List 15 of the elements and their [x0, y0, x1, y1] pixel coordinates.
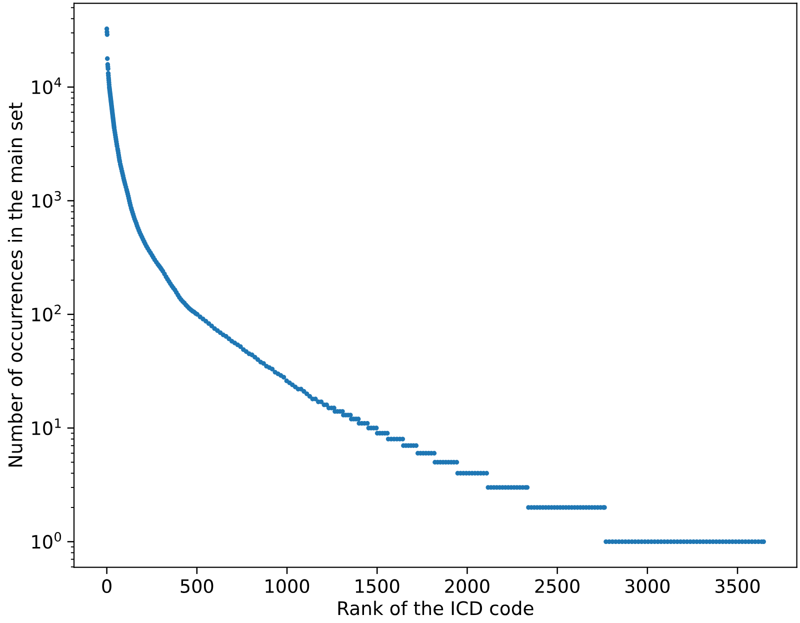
- y-tick-label: 10$^{2}$: [32, 304, 61, 322]
- y-tick-label: 10$^{3}$: [32, 191, 61, 208]
- x-tick-label: 2000: [445, 579, 490, 594]
- y-axis-title: Number of occurrences in the main set: [8, 102, 22, 467]
- x-tick-label: 1000: [266, 579, 310, 594]
- x-tick-label: 500: [180, 579, 214, 594]
- x-tick-label: 3500: [716, 579, 760, 594]
- x-tick-label: 1500: [356, 579, 400, 594]
- x-tick-label: 2500: [535, 579, 580, 594]
- x-axis-title: Rank of the ICD code: [338, 600, 534, 616]
- x-tick-label: 0: [102, 579, 112, 594]
- y-tick-label: 10$^{1}$: [32, 418, 61, 436]
- y-tick-label: 10$^{0}$: [32, 532, 62, 549]
- y-tick-label: 10$^{4}$: [32, 78, 62, 94]
- x-tick-label: 3000: [625, 579, 670, 594]
